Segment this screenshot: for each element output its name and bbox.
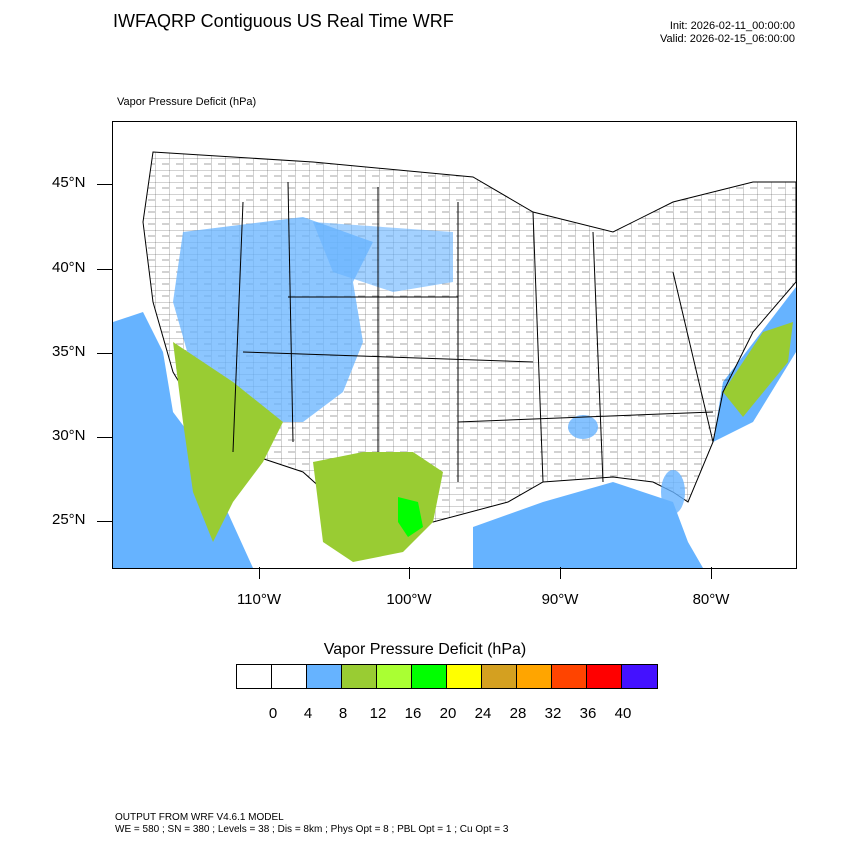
atlantic-green (723, 322, 793, 417)
florida-blue-vpd (661, 470, 685, 514)
state-boundaries (232, 181, 714, 483)
run-info: Init: 2026-02-11_00:00:00 Valid: 2026-02… (660, 20, 795, 46)
lon-label-100: 100°W (386, 591, 432, 608)
colorbar-label: 4 (303, 705, 313, 722)
colorbar-box (412, 665, 447, 688)
map-panel (112, 121, 797, 569)
lat-label-35: 35°N (52, 343, 86, 360)
southwest-green-vpd (173, 342, 283, 542)
colorbar-title: Vapor Pressure Deficit (hPa) (323, 641, 527, 658)
colorbar-box (342, 665, 377, 688)
lat-label-45: 45°N (52, 174, 86, 191)
lon-tick-100 (409, 567, 410, 579)
southeast-blue-vpd (568, 415, 598, 439)
colorbar-label: 16 (404, 705, 422, 722)
lon-label-80: 80°W (692, 591, 730, 608)
colorbar-label: 8 (338, 705, 348, 722)
footer-line-2: WE = 580 ; SN = 380 ; Levels = 38 ; Dis … (115, 824, 509, 835)
colorbar-box (587, 665, 622, 688)
colorbar-box (622, 665, 657, 688)
texas-green-vpd (313, 452, 443, 562)
map-title: IWFAQRP Contiguous US Real Time WRF (113, 11, 454, 31)
model-footer: OUTPUT FROM WRF V4.6.1 MODEL WE = 580 ; … (115, 812, 508, 836)
gulf-shading (473, 482, 703, 568)
colorbar-label: 0 (268, 705, 278, 722)
colorbar-label: 24 (474, 705, 492, 722)
colorbar-box (552, 665, 587, 688)
lon-label-110: 110°W (236, 591, 282, 608)
colorbar-label: 28 (509, 705, 527, 722)
lat-label-25: 25°N (52, 511, 86, 528)
west-blue-vpd (173, 217, 373, 422)
colorbar-label: 20 (439, 705, 457, 722)
colorbar (236, 664, 658, 689)
lat-tick-30 (97, 437, 112, 438)
vpd-map (113, 151, 796, 568)
colorbar-label: 40 (614, 705, 632, 722)
lat-label-40: 40°N (52, 259, 86, 276)
colorbar-box (447, 665, 482, 688)
plains-blue-vpd (313, 222, 453, 292)
footer-line-1: OUTPUT FROM WRF V4.6.1 MODEL (115, 812, 284, 823)
texas-bright-vpd (398, 497, 423, 537)
colorbar-box (237, 665, 272, 688)
lat-tick-25 (97, 521, 112, 522)
lat-tick-45 (97, 184, 112, 185)
colorbar-box (377, 665, 412, 688)
lon-label-90: 90°W (541, 591, 579, 608)
lat-label-30: 30°N (52, 427, 86, 444)
colorbar-label: 12 (369, 705, 387, 722)
valid-time: Valid: 2026-02-15_06:00:00 (660, 33, 795, 45)
colorbar-label: 32 (544, 705, 562, 722)
lat-tick-40 (97, 269, 112, 270)
colorbar-box (482, 665, 517, 688)
lon-tick-110 (259, 567, 260, 579)
colorbar-box (272, 665, 307, 688)
colorbar-box (307, 665, 342, 688)
init-time: Init: 2026-02-11_00:00:00 (669, 20, 795, 32)
lat-tick-35 (97, 353, 112, 354)
lon-tick-80 (711, 567, 712, 579)
field-label: Vapor Pressure Deficit (hPa) (117, 96, 257, 108)
colorbar-box (517, 665, 552, 688)
colorbar-label: 36 (579, 705, 597, 722)
lon-tick-90 (560, 567, 561, 579)
